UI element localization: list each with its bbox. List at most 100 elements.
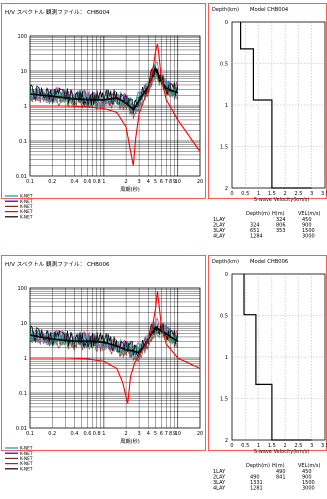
profile-x-tick-label: 2 xyxy=(284,191,287,197)
hv-x-tick-label: 7 xyxy=(165,431,168,437)
profile-x-tick-label: 1.5 xyxy=(268,191,276,197)
hv-x-tick-label: 9 xyxy=(173,179,176,185)
hv-legend-label: K-NET xyxy=(20,194,33,200)
profile-table-cell: 490 xyxy=(276,469,286,475)
profile-table-cell: 651 xyxy=(250,228,260,234)
chart-frame xyxy=(1,3,206,199)
hv-y-tick-label: 10 xyxy=(21,321,27,327)
hv-x-tick-label: 1 xyxy=(102,431,105,437)
profile-table-header: VEL(m/s) xyxy=(298,463,320,469)
hv-x-tick-label: 0.4 xyxy=(71,179,79,185)
profile-table-header: VEL(m/s) xyxy=(298,211,320,217)
profile-table-layer-name: 4LAY xyxy=(213,234,226,240)
hv-legend-label: K-NET xyxy=(20,466,33,472)
hv-x-tick-label: 1 xyxy=(102,179,105,185)
profile-table-layer-name: 1LAY xyxy=(213,217,226,223)
profile-table-header: H(m) xyxy=(272,211,285,217)
hv-legend-label: K-NET xyxy=(20,209,33,215)
hv-x-tick-label: 0.8 xyxy=(93,179,101,185)
profile-y-tick-label: 2 xyxy=(225,438,228,444)
profile-x-tick-label: 3.5 xyxy=(321,443,327,449)
profile-table-cell: 841 xyxy=(276,475,286,481)
hv-y-tick-label: 1 xyxy=(24,104,27,110)
hv-x-tick-label: 0.8 xyxy=(93,431,101,437)
hv-theoretical-line xyxy=(30,291,201,404)
profile-table-cell: 324 xyxy=(276,217,286,223)
profile-table-layer-name: 3LAY xyxy=(213,228,226,234)
hv-x-tick-label: 3 xyxy=(138,431,141,437)
profile-table-cell: 3000 xyxy=(302,234,315,240)
hv-legend-label: K-NET xyxy=(20,446,33,452)
hv-x-tick-label: 0.2 xyxy=(48,179,56,185)
profile-title: Model CHB006 xyxy=(250,259,288,265)
hv-y-tick-label: 0.01 xyxy=(16,426,27,432)
hv-x-tick-label: 5 xyxy=(154,431,157,437)
profile-table-cell: 490 xyxy=(250,475,260,481)
profile-x-tick-label: 2.5 xyxy=(294,191,302,197)
profile-y-tick-label: 1 xyxy=(225,355,228,361)
profile-table-header: Depth(m) xyxy=(246,211,270,217)
profile-table-cell: 1331 xyxy=(250,480,263,486)
profile-x-axis-label: S-wave Velocity(km/s) xyxy=(254,197,309,203)
hv-observed-trace xyxy=(29,67,179,114)
profile-y-tick-label: 0 xyxy=(225,20,228,26)
hv-x-tick-label: 0.4 xyxy=(71,431,79,437)
hv-x-tick-label: 6 xyxy=(160,431,163,437)
hv-y-tick-label: 0.01 xyxy=(16,174,27,180)
profile-table-cell: 450 xyxy=(302,217,312,223)
profile-depth-label: Depth(km) xyxy=(212,259,239,265)
hv-y-tick-label: 0.1 xyxy=(19,391,27,397)
hv-x-tick-label: 0.6 xyxy=(84,179,92,185)
profile-table-layer-name: 1LAY xyxy=(213,469,226,475)
hv-x-tick-label: 6 xyxy=(160,179,163,185)
hv-y-tick-label: 1 xyxy=(24,356,27,362)
hv-x-tick-label: 20 xyxy=(197,431,203,437)
hv-observed-mean-line xyxy=(29,326,179,354)
hv-legend-label: K-NET xyxy=(20,204,33,210)
profile-table-layer-name: 4LAY xyxy=(213,486,226,492)
hv-x-tick-label: 10 xyxy=(175,431,181,437)
panel-chb006: H/V スペクトル 観測ファイル： CHB006 0.1 0.2 0.4 0.6 0.8 1… xyxy=(0,255,327,497)
profile-x-tick-label: 2.5 xyxy=(294,443,302,449)
hv-x-tick-label: 0.1 xyxy=(26,431,34,437)
hv-legend-label: K-NET xyxy=(20,199,33,205)
hv-x-tick-label: 0.2 xyxy=(48,431,56,437)
profile-x-tick-label: 2 xyxy=(284,443,287,449)
profile-table-layer-name: 2LAY xyxy=(213,223,226,229)
hv-theoretical-line xyxy=(30,43,201,166)
hv-x-tick-label: 20 xyxy=(197,179,203,185)
profile-table-cell: 450 xyxy=(302,469,312,475)
hv-y-tick-label: 10 xyxy=(21,69,27,75)
profile-x-tick-label: 0 xyxy=(230,191,233,197)
profile-table-cell: 1500 xyxy=(302,228,315,234)
profile-x-axis-label: S-wave Velocity(km/s) xyxy=(254,449,309,455)
hv-x-tick-label: 3 xyxy=(138,179,141,185)
hv-x-axis-label: 周期(秒) xyxy=(120,437,140,445)
profile-velocity-line xyxy=(240,22,312,189)
hv-legend-label: K-NET xyxy=(20,214,33,220)
profile-y-tick-label: 0 xyxy=(225,272,228,278)
profile-x-tick-label: 1 xyxy=(257,443,260,449)
profile-table-layer-name: 2LAY xyxy=(213,475,226,481)
profile-table-header: H(m) xyxy=(272,463,285,469)
profile-table-cell: 324 xyxy=(250,223,260,229)
hv-x-tick-label: 5 xyxy=(154,179,157,185)
hv-x-tick-label: 0.6 xyxy=(84,431,92,437)
profile-title: Model CHB004 xyxy=(250,7,289,13)
profile-table-cell: 806 xyxy=(276,223,286,229)
profile-table-cell: 1500 xyxy=(302,480,315,486)
profile-y-tick-label: 1.5 xyxy=(220,397,228,403)
hv-x-tick-label: 9 xyxy=(173,431,176,437)
profile-table-cell: 900 xyxy=(302,475,312,481)
hv-chart-title: H/V スペクトル 観測ファイル： CHB004 xyxy=(5,8,110,16)
hv-x-tick-label: 7 xyxy=(165,179,168,185)
profile-table-header: Depth(m) xyxy=(246,463,270,469)
profile-x-tick-label: 0.5 xyxy=(241,191,249,197)
hv-x-tick-label: 8 xyxy=(169,431,172,437)
hv-observed-mean-line xyxy=(29,66,179,111)
hv-x-tick-label: 2 xyxy=(125,431,128,437)
hv-x-tick-label: 4 xyxy=(147,179,150,185)
profile-y-tick-label: 0.5 xyxy=(220,314,228,320)
